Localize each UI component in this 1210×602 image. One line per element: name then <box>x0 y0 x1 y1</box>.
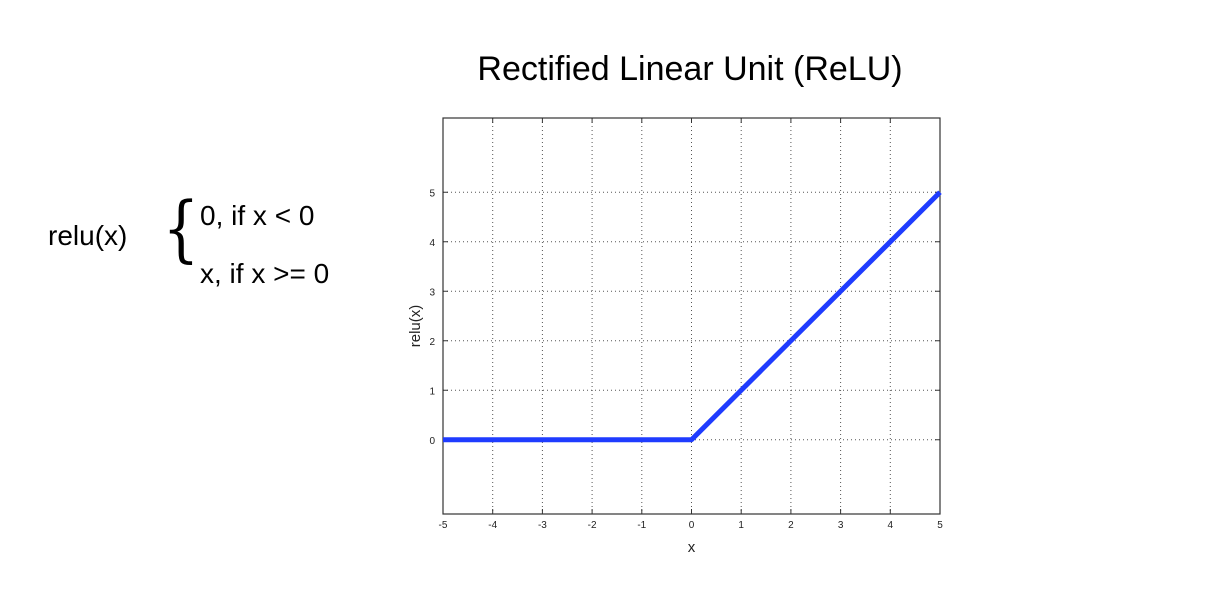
y-tick-label: 3 <box>429 287 435 298</box>
formula-case-positive: x, if x >= 0 <box>200 258 330 289</box>
y-tick-label: 2 <box>429 337 435 348</box>
x-tick-label: -2 <box>588 520 597 531</box>
x-tick-label: -1 <box>637 520 646 531</box>
x-tick-label: 3 <box>838 520 844 531</box>
y-tick-label: 5 <box>429 188 435 199</box>
x-tick-label: 4 <box>888 520 894 531</box>
x-tick-label: 0 <box>689 520 695 531</box>
chart-title: Rectified Linear Unit (ReLU) <box>477 50 903 88</box>
x-tick-label: -3 <box>538 520 547 531</box>
x-tick-label: 5 <box>937 520 943 531</box>
x-tick-label: -5 <box>439 520 448 531</box>
y-axis-label: relu(x) <box>407 305 424 348</box>
x-tick-label: 2 <box>788 520 794 531</box>
formula-case-negative: 0, if x < 0 <box>200 200 315 231</box>
y-tick-label: 4 <box>429 238 435 249</box>
formula-name: relu(x) <box>48 220 128 251</box>
y-tick-label: 0 <box>429 436 435 447</box>
relu-series-line <box>443 190 942 443</box>
brace-icon: { <box>162 186 200 270</box>
x-tick-label: 1 <box>738 520 744 531</box>
x-tick-label: -4 <box>488 520 497 531</box>
x-axis-label: x <box>688 539 696 556</box>
y-tick-label: 1 <box>429 386 435 397</box>
